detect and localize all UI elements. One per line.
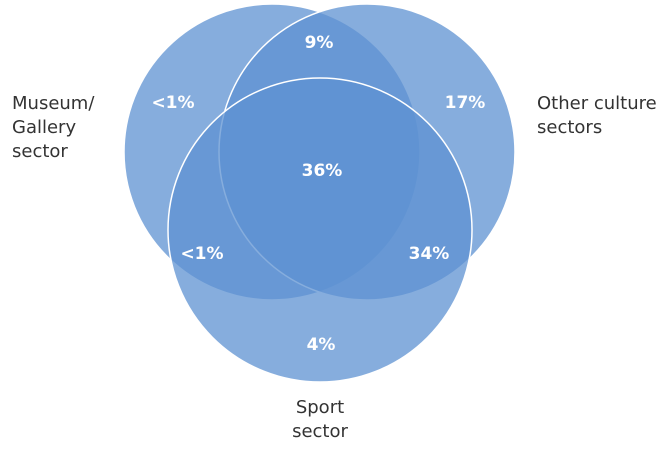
museum-label-line: sector	[12, 141, 68, 162]
region-other-sport-label: 34%	[409, 244, 450, 264]
sport-circle	[167, 77, 473, 383]
region-museum-only-label: <1%	[151, 93, 194, 113]
other-culture-set-label: Other culture sectors	[537, 92, 657, 140]
other-culture-label-line: Other culture	[537, 93, 657, 114]
region-museum-other-label: 9%	[305, 33, 334, 53]
sport-label-line: sector	[292, 421, 348, 442]
sport-label-line: Sport	[295, 397, 345, 418]
museum-label-line: Museum/	[12, 93, 95, 114]
region-museum-sport-label: <1%	[180, 244, 223, 264]
region-other-only-label: 17%	[445, 93, 486, 113]
museum-gallery-set-label: Museum/ Gallery sector	[12, 92, 94, 164]
other-culture-label-line: sectors	[537, 117, 603, 138]
region-sport-only-label: 4%	[307, 335, 336, 355]
museum-label-line: Gallery	[12, 117, 77, 138]
sport-set-label: Sport sector	[270, 396, 370, 444]
region-all-three-label: 36%	[302, 161, 343, 181]
